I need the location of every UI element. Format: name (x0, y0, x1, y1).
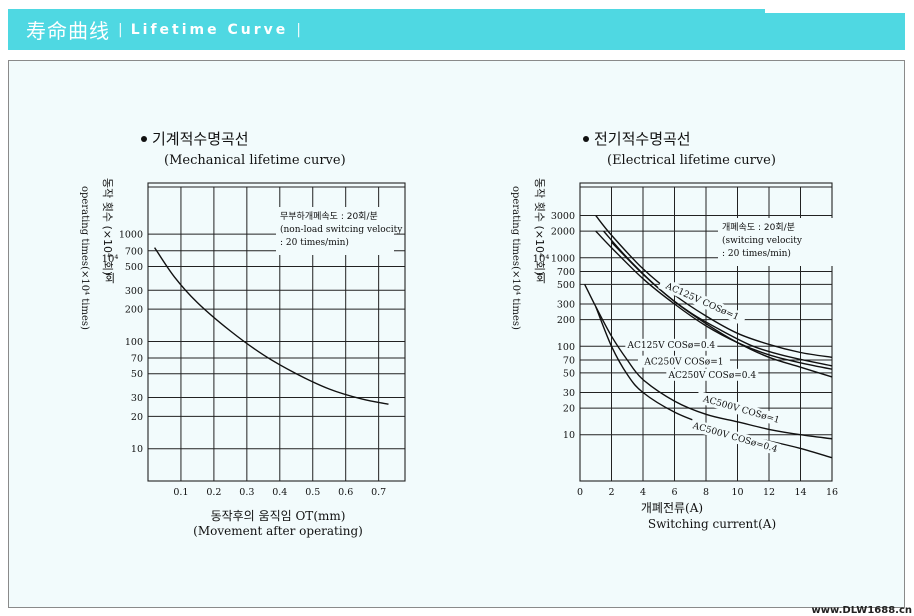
mech-y-tick-label: 700 (125, 246, 143, 257)
elec-x-tick-label: 12 (763, 487, 775, 498)
mech-x-tick-label: 0.1 (173, 487, 188, 498)
elec-series-line (595, 306, 833, 459)
mech-title-bullet (141, 136, 147, 142)
elec-chart-title: 전기적수명곡선 (594, 130, 691, 148)
header-tab-strip (765, 9, 905, 13)
mech-x-tick-label: 0.6 (338, 487, 353, 498)
elec-x-tick-label: 16 (826, 487, 838, 498)
elec-series-line (584, 284, 833, 440)
mech-y-axis-label: 동작 횟수 (×10⁴ 회) (101, 178, 114, 275)
mech-y-tick-label: 200 (125, 305, 143, 316)
page-header: 寿命曲线 | Lifetime Curve | (8, 9, 905, 50)
elec-y-tick-label: 10 (563, 430, 575, 441)
elec-x-tick-label: 10 (731, 487, 743, 498)
header-separator-end: | (296, 21, 301, 38)
elec-note-line: 개폐속도 : 20회/분 (722, 221, 795, 233)
elec-series-label: AC250V COSø=1 (643, 358, 723, 368)
elec-x-tick-label: 4 (640, 487, 646, 498)
header-title-cn: 寿命曲线 (26, 19, 110, 43)
header-title-en: Lifetime Curve (130, 21, 289, 38)
elec-series-label-bg (625, 338, 718, 351)
charts-panel (8, 60, 905, 608)
mech-chart-title: 기계적수명곡선 (152, 130, 249, 148)
elec-y-tick-label: 500 (557, 280, 575, 291)
mech-x-axis-label-en: (Movement after operating) (193, 524, 363, 538)
mech-note-line: 무부하개폐속도 : 20회/분 (280, 210, 378, 222)
mech-y-tick-label: 1000 (119, 230, 143, 241)
elec-y-tick-label: 2000 (551, 227, 575, 238)
elec-series-label-bg (658, 277, 747, 326)
elec-x-axis-label: 개폐전류(A) (641, 501, 703, 515)
elec-y-tick-label: 3000 (551, 211, 575, 222)
elec-y-tick-label: 20 (563, 404, 575, 415)
mech-note-line: (non-load switcing velocity (280, 224, 403, 235)
mech-x-tick-label: 0.2 (206, 487, 221, 498)
mech-y-tick-label: 70 (131, 354, 143, 365)
elec-y-tick-label: 200 (557, 315, 575, 326)
elec-x-tick-label: 6 (671, 487, 677, 498)
elec-y-axis-label-en: operating times(×10⁴ times) (510, 186, 521, 330)
elec-y-tick-label: 1000 (551, 253, 575, 264)
mech-x-axis-label: 동작후의 움직임 OT(mm) (211, 509, 346, 523)
elec-y-tick-label: 700 (557, 267, 575, 278)
mech-y-tick-label: 10 (131, 444, 143, 455)
elec-series-label-bg (689, 418, 782, 456)
elec-x-tick-label: 8 (703, 487, 709, 498)
elec-y-tick-label: 30 (563, 388, 575, 399)
mech-y-tick-label: 50 (131, 369, 143, 380)
mech-x-tick-label: 0.3 (239, 487, 254, 498)
mech-x-tick-label: 0.4 (272, 487, 287, 498)
mech-x-tick-label: 0.5 (305, 487, 320, 498)
mech-x-tick-label: 0.7 (371, 487, 386, 498)
mech-series-line (154, 247, 389, 405)
elec-series-label: AC250V COSø=0.4 (667, 371, 756, 381)
elec-series-label: AC125V COSø=0.4 (627, 341, 716, 351)
mech-chart-subtitle: (Mechanical lifetime curve) (164, 153, 346, 168)
mech-y-unit: 10⁴ (102, 254, 119, 265)
mech-plot-frame (147, 182, 406, 482)
elec-y-unit-suffix: 회 (536, 272, 546, 285)
elec-x-axis-label-en: Switching current(A) (648, 517, 776, 531)
elec-title-bullet (583, 136, 589, 142)
elec-chart-subtitle: (Electrical lifetime curve) (607, 153, 776, 168)
mech-y-tick-label: 100 (125, 337, 143, 348)
elec-note-line: : 20 times/min) (722, 248, 791, 259)
mech-y-tick-label: 500 (125, 262, 143, 273)
elec-series-label-bg (637, 355, 730, 368)
mech-y-unit-suffix: 회 (105, 272, 115, 285)
elec-y-axis-label: 동작 횟수 (×10⁴ 회) (533, 178, 546, 275)
mech-note-line: : 20 times/min) (280, 237, 349, 248)
elec-series-label-bg (666, 368, 759, 381)
elec-note-line: (switcing velocity (722, 235, 803, 246)
header-separator: | (118, 21, 123, 38)
elec-x-tick-label: 0 (577, 487, 583, 498)
mech-y-axis-label-en: operating times(×10⁴ times) (79, 186, 90, 330)
elec-y-tick-label: 300 (557, 300, 575, 311)
mech-y-tick-label: 300 (125, 286, 143, 297)
elec-series-label-bg (695, 390, 788, 428)
mech-note-bg (276, 207, 394, 255)
mech-y-tick-label: 20 (131, 412, 143, 423)
watermark: www.DLW1688.cn (811, 605, 912, 616)
elec-series-line (611, 241, 833, 378)
elec-x-tick-label: 14 (794, 487, 806, 498)
elec-y-unit: 10⁴ (533, 254, 550, 265)
elec-series-label: AC500V COSø=0.4 (690, 421, 778, 455)
elec-series-line (595, 230, 833, 370)
elec-y-tick-label: 50 (563, 368, 575, 379)
elec-y-tick-label: 100 (557, 342, 575, 353)
elec-series-line (595, 215, 833, 358)
elec-x-tick-label: 2 (608, 487, 614, 498)
elec-note-bg (718, 218, 836, 266)
mech-y-tick-label: 30 (131, 393, 143, 404)
elec-y-tick-label: 70 (563, 355, 575, 366)
